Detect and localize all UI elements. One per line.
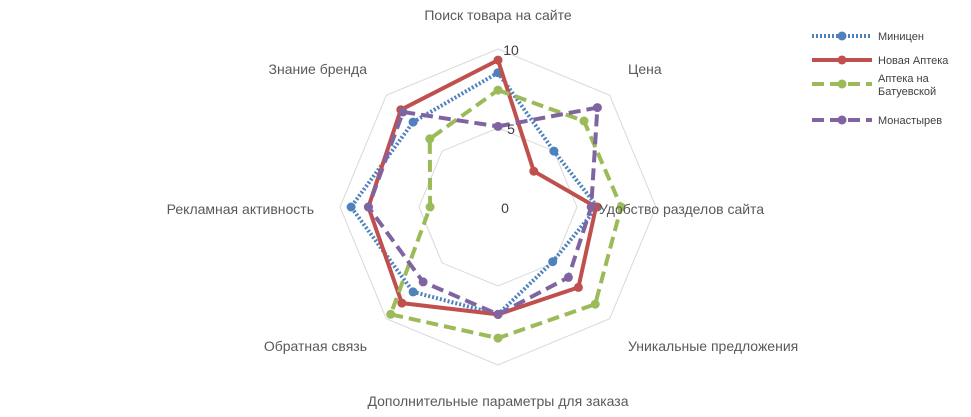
series-point xyxy=(529,166,539,176)
axis-label: Цена xyxy=(628,61,662,77)
series-point xyxy=(408,287,418,297)
legend-item: Миницен xyxy=(812,31,924,43)
series-point xyxy=(579,116,589,126)
axis-label: Обратная связь xyxy=(264,338,367,354)
series-point xyxy=(573,282,583,292)
series-point xyxy=(346,202,356,212)
series-point xyxy=(493,333,503,343)
series-point xyxy=(493,121,503,131)
series-point xyxy=(493,309,503,319)
series-point xyxy=(493,85,503,95)
series-point xyxy=(493,55,503,65)
legend-label: Аптека на Батуевской xyxy=(878,73,936,98)
series-point xyxy=(425,134,435,144)
axis-label: Уникальные предложения xyxy=(628,338,798,354)
legend-label: Монастырев xyxy=(878,115,942,127)
series-point xyxy=(563,272,573,282)
legend-swatch-marker xyxy=(837,79,847,89)
series-point xyxy=(418,277,428,287)
legend-label: Миницен xyxy=(878,31,924,43)
series-point xyxy=(425,202,435,212)
series-line xyxy=(349,70,600,317)
legend-item: Новая Аптека xyxy=(812,55,949,67)
legend-item: Аптека на Батуевской xyxy=(812,73,936,98)
series-point xyxy=(548,257,558,267)
axis-label: Поиск товара на сайте xyxy=(424,7,572,23)
series-point xyxy=(408,117,418,127)
tick-label: 0 xyxy=(501,200,509,216)
series-point xyxy=(398,107,408,117)
axis-label: Рекламная активность xyxy=(167,201,314,217)
legend-swatch-marker xyxy=(837,115,847,125)
legend-swatch-marker xyxy=(837,55,847,65)
series-point xyxy=(616,202,626,212)
tick-label: 10 xyxy=(503,42,519,58)
axis-labels: Поиск товара на сайте Цена Удобство раздел… xyxy=(167,7,799,409)
legend-item: Монастырев xyxy=(812,115,942,127)
series-point xyxy=(363,202,373,212)
radar-series xyxy=(346,55,626,343)
series-point xyxy=(592,103,602,113)
radar-grid xyxy=(339,48,657,366)
series-2 xyxy=(386,85,626,343)
axis-label: Дополнительные параметры для заказа xyxy=(367,393,628,409)
axis-label: Знание бренда xyxy=(269,61,368,77)
axis-label: Удобство разделов сайта xyxy=(599,201,764,217)
series-3 xyxy=(363,103,602,319)
series-point xyxy=(549,146,559,156)
series-line xyxy=(366,105,600,317)
series-point xyxy=(397,298,407,308)
series-point xyxy=(586,202,596,212)
tick-labels: 0 5 10 xyxy=(501,42,519,216)
tick-label: 5 xyxy=(507,121,515,137)
grid-ring xyxy=(418,127,578,287)
legend-swatch-marker xyxy=(837,31,847,41)
series-point xyxy=(386,309,396,319)
grid-ring xyxy=(339,48,657,366)
series-point xyxy=(590,299,600,309)
legend: Миницен Новая Аптека Аптека на Батуевской Мо… xyxy=(812,31,949,127)
legend-label: Новая Аптека xyxy=(878,55,949,67)
